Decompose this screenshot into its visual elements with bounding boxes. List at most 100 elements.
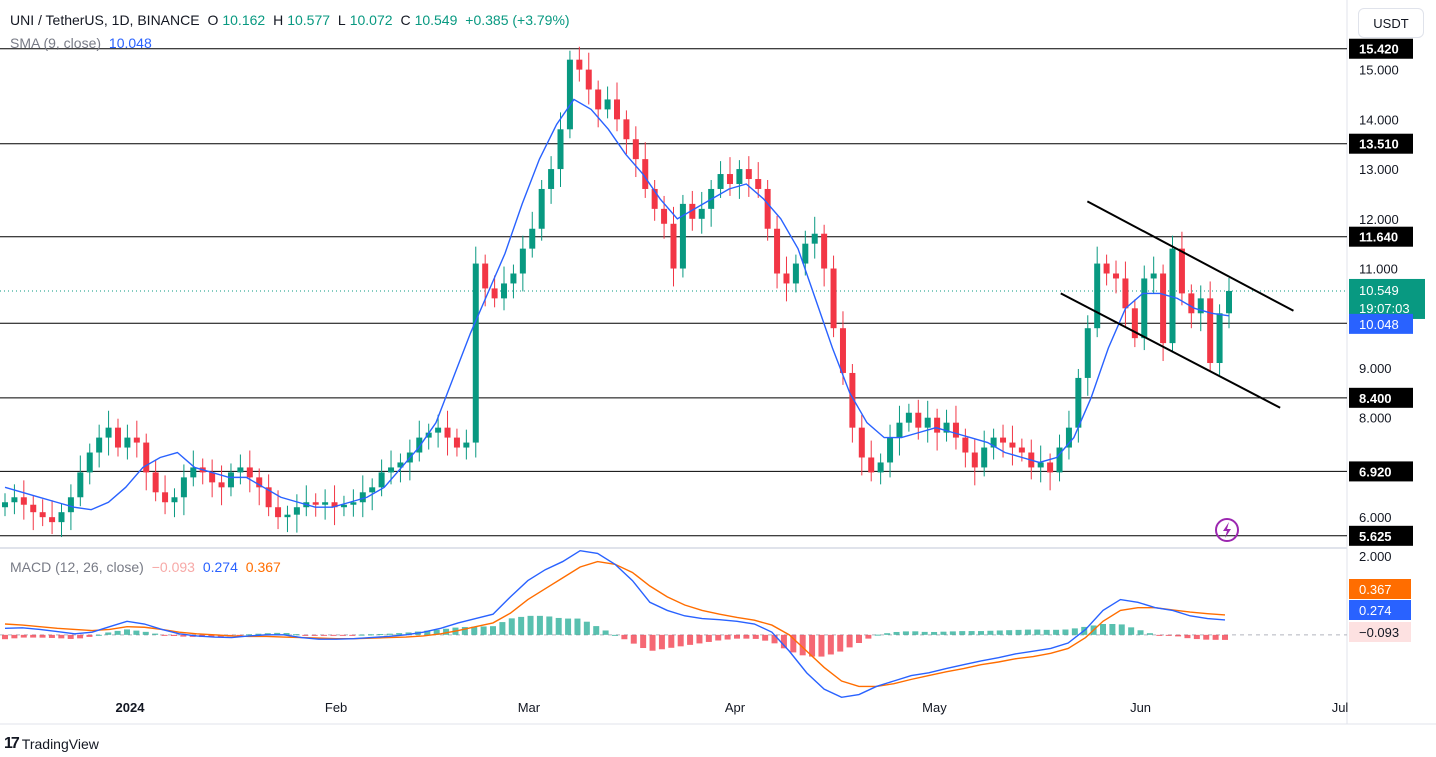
macd-histogram-bar <box>236 634 243 636</box>
time-tick-label: Apr <box>725 700 746 715</box>
macd-signal-tag-label: 0.367 <box>1359 582 1392 597</box>
candle-body <box>1018 447 1025 453</box>
macd-histogram-bar <box>39 634 46 638</box>
candle-body <box>755 179 762 189</box>
price-tick-label: 6.000 <box>1359 510 1392 525</box>
candle-body <box>849 372 856 428</box>
candle-body <box>171 497 178 503</box>
candle-body <box>369 487 376 493</box>
candle-body <box>934 417 941 433</box>
macd-histogram-bar <box>996 630 1003 635</box>
time-tick-label: May <box>922 700 947 715</box>
sma-legend[interactable]: SMA (9, close) 10.048 <box>10 35 156 51</box>
macd-histogram-bar <box>302 634 309 636</box>
candle-body <box>162 492 169 503</box>
macd-histogram-bar <box>321 634 328 636</box>
macd-histogram-bar <box>602 630 609 635</box>
candle-body <box>952 422 959 438</box>
candle-body <box>585 69 592 90</box>
macd-hist-tag-bg <box>1349 622 1411 642</box>
macd-histogram-bar <box>846 634 853 648</box>
macd-histogram-bar <box>1222 634 1228 640</box>
macd-histogram-bar <box>546 616 553 635</box>
macd-histogram-bar <box>687 634 694 645</box>
candle-body <box>105 427 112 438</box>
sma-label: SMA (9, close) <box>10 35 102 51</box>
macd-line-tag-bg <box>1349 600 1411 620</box>
macd-histogram-bar <box>274 632 281 635</box>
low-label: L <box>337 12 346 28</box>
candle-body <box>1056 447 1063 473</box>
macd-histogram-bar <box>95 634 102 636</box>
candle-body <box>124 437 131 448</box>
macd-legend[interactable]: MACD (12, 26, close) −0.093 0.274 0.367 <box>10 559 285 575</box>
macd-histogram-bar <box>912 631 919 635</box>
macd-histogram-bar <box>762 634 769 641</box>
candle-body <box>58 512 65 523</box>
candle-body <box>350 502 357 505</box>
macd-histogram-bar <box>780 634 787 649</box>
candle-body <box>839 328 846 373</box>
currency-unit-button[interactable]: USDT <box>1358 8 1424 38</box>
macd-histogram-bar <box>1165 634 1172 636</box>
candle-body <box>453 437 460 448</box>
candle-body <box>67 497 74 513</box>
macd-histogram-bar <box>170 634 177 636</box>
macd-histogram-bar <box>902 631 909 635</box>
macd-histogram-bar <box>884 633 891 635</box>
level-tag-label: 15.420 <box>1359 42 1399 57</box>
macd-histogram-bar <box>386 633 393 635</box>
macd-histogram-bar <box>133 630 140 635</box>
candle-body <box>877 462 884 473</box>
high-label: H <box>273 12 284 28</box>
tradingview-logo[interactable]: 17 TradingView <box>4 735 99 753</box>
candle-body <box>331 502 338 508</box>
macd-histogram-bar <box>668 634 675 648</box>
candle-body <box>858 427 865 458</box>
candle-body <box>981 447 988 468</box>
candle-body <box>1197 298 1204 314</box>
macd-histogram-bar <box>818 634 825 657</box>
macd-histogram-bar <box>837 634 844 652</box>
candle-body <box>670 223 677 269</box>
macd-histogram-bar <box>565 618 572 635</box>
candle-body <box>1178 248 1185 294</box>
macd-histogram-bar <box>677 634 684 647</box>
macd-line <box>4 549 1226 699</box>
macd-histogram-bar <box>1184 634 1191 639</box>
tradingview-brand-text: TradingView <box>21 736 99 752</box>
high-value: 10.577 <box>287 12 331 28</box>
macd-histogram-bar <box>1212 634 1219 640</box>
price-tick-label: 15.000 <box>1359 63 1399 78</box>
macd-histogram-bar <box>987 630 994 635</box>
price-tick-label: 14.000 <box>1359 112 1399 127</box>
candle-body <box>1009 442 1016 448</box>
price-tick-label: 12.000 <box>1359 212 1399 227</box>
macd-histogram-bar <box>114 630 121 635</box>
candle-body <box>180 477 187 498</box>
candle-body <box>312 502 319 505</box>
macd-histogram-bar <box>30 634 37 638</box>
last-price-tag-bg <box>1349 278 1425 319</box>
candle-body <box>1188 293 1195 314</box>
macd-histogram-bar <box>612 634 618 636</box>
candle-body <box>435 427 442 433</box>
candle-body <box>538 188 545 229</box>
macd-histogram-bar <box>1128 627 1135 635</box>
macd-histogram-bar <box>330 634 337 636</box>
time-tick-label: Mar <box>518 700 541 715</box>
macd-histogram-bar <box>124 629 130 635</box>
macd-histogram-bar <box>339 634 346 636</box>
candle-body <box>284 514 291 518</box>
candle-body <box>1094 263 1101 329</box>
candle-body <box>133 437 140 443</box>
macd-histogram-bar <box>790 634 797 653</box>
candle-body <box>30 504 37 513</box>
macd-histogram-bar <box>461 627 468 635</box>
macd-histogram-bar <box>105 632 112 635</box>
level-tag-label: 11.640 <box>1359 230 1398 245</box>
candle-body <box>783 273 790 284</box>
macd-histogram-bar <box>180 634 187 637</box>
